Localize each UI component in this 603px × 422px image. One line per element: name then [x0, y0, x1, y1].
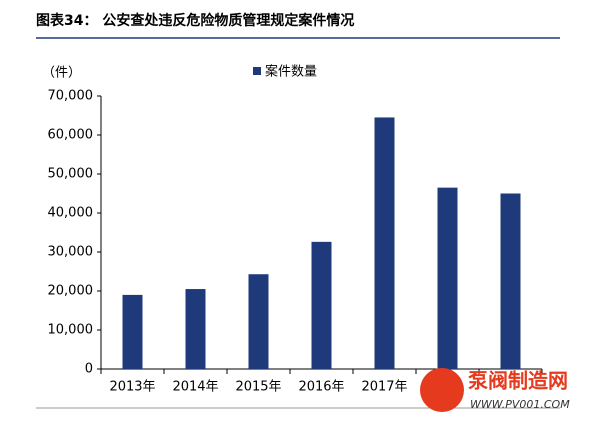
bar	[500, 193, 521, 369]
x-tick-label: 2014年	[172, 380, 218, 395]
watermark-title: 泵阀制造网	[468, 369, 568, 393]
y-tick-label: 0	[85, 362, 93, 377]
y-tick-label: 50,000	[48, 167, 94, 182]
bar	[437, 187, 458, 369]
legend-swatch	[253, 67, 261, 75]
bar	[185, 289, 206, 369]
watermark-url: WWW.PV001.COM	[470, 398, 570, 411]
bar	[122, 294, 143, 369]
x-tick-label: 2016年	[298, 380, 344, 395]
bar	[248, 274, 269, 369]
watermark-logo	[420, 368, 464, 412]
y-unit: （件）	[42, 66, 81, 81]
x-tick-label: 2015年	[235, 380, 281, 395]
x-tick-label: 2017年	[361, 380, 407, 395]
y-tick-label: 30,000	[48, 245, 94, 260]
y-tick-label: 10,000	[48, 323, 94, 338]
y-tick-label: 60,000	[48, 128, 94, 143]
y-tick-label: 40,000	[48, 206, 94, 221]
legend-label: 案件数量	[265, 65, 317, 80]
y-tick-label: 20,000	[48, 284, 94, 299]
bar	[374, 117, 395, 369]
y-tick-label: 70,000	[48, 89, 94, 104]
chart-title: 图表34： 公安查处违反危险物质管理规定案件情况	[36, 12, 354, 29]
bar	[311, 241, 332, 369]
x-tick-label: 2013年	[109, 380, 155, 395]
